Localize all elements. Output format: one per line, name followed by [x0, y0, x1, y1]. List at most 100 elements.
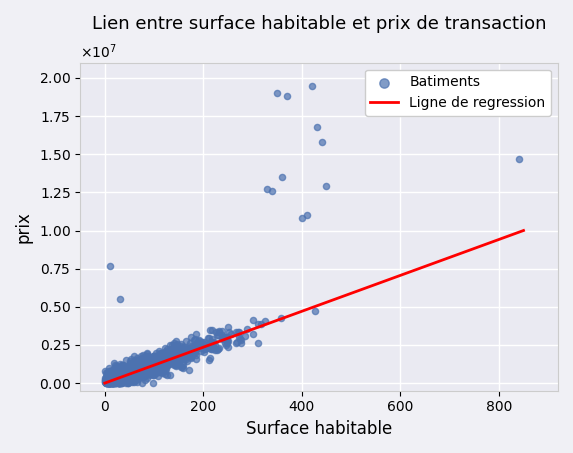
- Batiments: [173, 354, 182, 361]
- Batiments: [113, 374, 123, 381]
- Batiments: [119, 376, 128, 383]
- Batiments: [104, 380, 113, 387]
- Batiments: [170, 354, 179, 361]
- Batiments: [101, 380, 111, 387]
- Batiments: [210, 338, 219, 346]
- Batiments: [201, 344, 210, 351]
- Batiments: [123, 366, 132, 373]
- Batiments: [123, 371, 132, 378]
- Batiments: [160, 360, 169, 367]
- Batiments: [156, 362, 166, 369]
- Batiments: [115, 380, 124, 387]
- Batiments: [133, 378, 142, 386]
- Batiments: [172, 353, 182, 361]
- Batiments: [186, 354, 195, 361]
- Batiments: [143, 363, 152, 371]
- Batiments: [168, 359, 178, 366]
- Batiments: [146, 361, 155, 368]
- Batiments: [155, 363, 164, 370]
- Batiments: [190, 336, 199, 343]
- Batiments: [136, 372, 145, 380]
- Batiments: [167, 352, 176, 359]
- Batiments: [183, 346, 192, 353]
- Batiments: [188, 345, 197, 352]
- Batiments: [117, 368, 127, 376]
- Batiments: [104, 380, 113, 387]
- Batiments: [136, 362, 146, 370]
- Batiments: [317, 138, 326, 145]
- Batiments: [138, 361, 147, 369]
- Batiments: [141, 367, 150, 374]
- Batiments: [125, 376, 134, 383]
- Batiments: [103, 374, 112, 381]
- Batiments: [158, 355, 167, 362]
- Batiments: [231, 339, 240, 347]
- Batiments: [131, 368, 140, 376]
- Batiments: [153, 358, 162, 366]
- Batiments: [302, 212, 311, 219]
- Batiments: [123, 372, 132, 379]
- Batiments: [171, 349, 180, 356]
- Batiments: [207, 336, 217, 343]
- Batiments: [132, 375, 142, 382]
- Batiments: [144, 358, 153, 366]
- Batiments: [215, 329, 224, 336]
- Batiments: [206, 346, 215, 353]
- Batiments: [166, 348, 175, 355]
- Batiments: [101, 378, 110, 385]
- Batiments: [114, 374, 123, 381]
- Batiments: [119, 368, 128, 376]
- Batiments: [168, 356, 178, 363]
- Batiments: [109, 379, 118, 386]
- Batiments: [166, 348, 175, 355]
- Batiments: [101, 369, 111, 376]
- Batiments: [214, 345, 223, 352]
- Batiments: [117, 380, 126, 387]
- Batiments: [170, 360, 179, 367]
- Y-axis label: prix: prix: [15, 211, 33, 243]
- Batiments: [168, 352, 178, 359]
- Batiments: [191, 343, 201, 350]
- Batiments: [235, 335, 244, 342]
- Batiments: [223, 337, 232, 344]
- Batiments: [170, 347, 179, 355]
- Batiments: [151, 356, 160, 363]
- Batiments: [277, 173, 286, 181]
- Batiments: [143, 352, 152, 359]
- Batiments: [116, 376, 125, 383]
- Batiments: [131, 367, 140, 374]
- Batiments: [180, 354, 190, 361]
- Batiments: [165, 347, 174, 355]
- Batiments: [139, 363, 148, 370]
- Batiments: [176, 349, 185, 356]
- Batiments: [186, 352, 195, 359]
- Batiments: [151, 368, 160, 375]
- Batiments: [155, 355, 164, 362]
- Batiments: [205, 344, 214, 352]
- Batiments: [148, 354, 158, 361]
- Batiments: [151, 352, 160, 360]
- Batiments: [151, 361, 160, 368]
- Batiments: [171, 361, 180, 368]
- Batiments: [153, 372, 162, 379]
- Batiments: [178, 350, 187, 357]
- Batiments: [140, 353, 150, 360]
- Batiments: [159, 359, 168, 366]
- Batiments: [109, 380, 118, 387]
- Batiments: [128, 372, 138, 379]
- Batiments: [118, 376, 127, 384]
- Batiments: [153, 352, 162, 360]
- Batiments: [153, 364, 162, 371]
- Batiments: [152, 357, 161, 365]
- Batiments: [125, 366, 135, 373]
- Batiments: [162, 355, 171, 362]
- Batiments: [178, 351, 187, 358]
- Batiments: [142, 357, 151, 365]
- Batiments: [107, 374, 116, 381]
- Batiments: [158, 356, 167, 363]
- Batiments: [210, 346, 219, 353]
- Batiments: [248, 330, 257, 337]
- Batiments: [177, 352, 186, 359]
- Batiments: [128, 373, 137, 380]
- Batiments: [147, 364, 156, 371]
